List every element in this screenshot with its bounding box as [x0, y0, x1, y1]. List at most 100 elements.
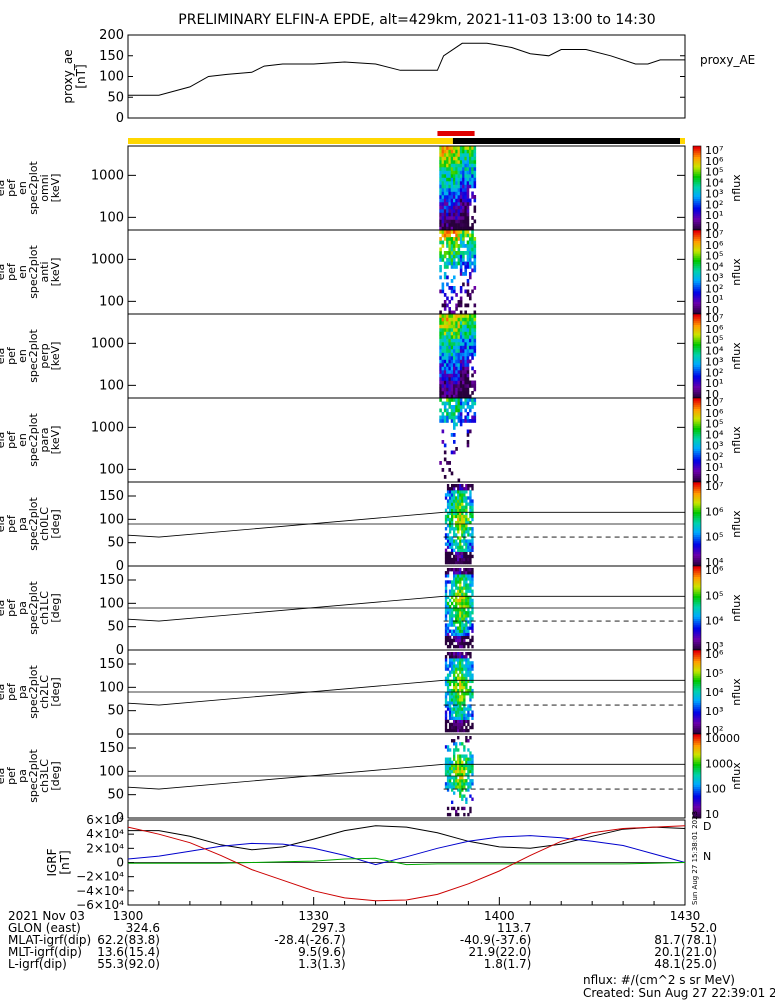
- pitch-angle-pixel: [450, 542, 454, 546]
- pitch-angle-pixel: [446, 499, 450, 503]
- pitch-angle-pixel: [457, 676, 460, 680]
- pitch-angle-pixel: [450, 629, 454, 633]
- spectrogram-pixel: [439, 387, 442, 392]
- spectrogram-pixel: [452, 310, 456, 315]
- spectrogram-pixel: [455, 324, 458, 329]
- pitch-angle-pixel: [463, 641, 466, 646]
- pitch-angle-pixel: [463, 580, 466, 584]
- colorbar-cell: [693, 433, 701, 437]
- pitch-angle-pixel: [463, 527, 466, 531]
- pitch-angle-pixel: [469, 539, 472, 543]
- pitch-angle-pixel: [444, 571, 448, 575]
- colorbar-cell: [693, 282, 701, 286]
- pitch-angle-pixel: [461, 742, 464, 746]
- spectrogram-pixel: [439, 363, 442, 367]
- pitch-angle-pixel: [465, 652, 468, 656]
- spectrogram-pixel: [462, 324, 465, 329]
- spectrogram-pixel: [473, 317, 477, 322]
- pitch-angle-pixel: [465, 560, 468, 565]
- spectrogram-pixel: [452, 289, 456, 294]
- spectrogram-pixel: [443, 331, 447, 336]
- colorbar-cell: [693, 773, 701, 777]
- colorbar-cell: [693, 710, 701, 714]
- spectrogram-pixel: [439, 216, 442, 220]
- spectrogram-pixel: [457, 146, 461, 150]
- pitch-angle-pixel: [455, 545, 458, 549]
- pitch-angle-pixel: [467, 769, 470, 774]
- spectrogram-pixel: [466, 251, 470, 255]
- spectrogram-pixel: [457, 223, 461, 227]
- pitch-angle-pixel: [463, 548, 466, 552]
- spectrogram-pixel: [455, 146, 458, 150]
- pitch-angle-pixel: [465, 583, 468, 587]
- igrf-series-line: [128, 857, 686, 866]
- spectrogram-pixel: [466, 226, 470, 231]
- colorbar-cell: [693, 259, 701, 262]
- spectrogram-pixel: [441, 195, 445, 199]
- pitch-angle-pixel: [469, 670, 472, 674]
- spectrogram-pixel: [457, 244, 461, 248]
- pitch-angle-pixel: [459, 539, 462, 543]
- colorbar-cell: [693, 687, 701, 691]
- spectrogram-pixel: [473, 244, 477, 248]
- spectrogram-pixel: [459, 408, 463, 413]
- spectrogram-pixel: [462, 223, 465, 227]
- colorbar-cell: [693, 484, 701, 487]
- pitch-angle-pixel: [465, 788, 468, 792]
- spectrogram-pixel: [446, 153, 449, 157]
- pitch-angle-pixel: [467, 614, 470, 618]
- proxy-ae-line: [128, 42, 685, 96]
- spectrogram-pixel: [457, 363, 461, 367]
- spectrogram-pixel: [448, 219, 452, 224]
- spectrogram-pixel: [471, 352, 474, 357]
- colorbar-cell: [693, 589, 701, 592]
- pitch-angle-pixel: [463, 505, 466, 509]
- pitch-angle-pixel: [455, 713, 458, 717]
- pitch-angle-pixel: [444, 583, 448, 587]
- pitch-angle-pixel: [469, 548, 472, 552]
- spectrogram-pixel: [446, 237, 449, 241]
- colorbar-cell: [693, 204, 701, 208]
- spectrogram-pixel: [443, 328, 447, 332]
- pitch-angle-pixel: [471, 499, 474, 503]
- spectrogram-pixel: [455, 174, 458, 178]
- pitch-angle-pixel: [444, 557, 448, 562]
- spectrogram-pixel: [455, 338, 458, 343]
- colorbar-label: nflux: [730, 510, 743, 538]
- spectrogram-pixel: [448, 191, 452, 196]
- pitch-angle-pixel: [446, 517, 450, 522]
- spectrogram-pixel: [452, 359, 456, 364]
- pitch-angle-pixel: [455, 620, 458, 624]
- colorbar-tick-label: 10⁴: [705, 261, 724, 274]
- spectrogram-pixel: [446, 401, 449, 406]
- spectrogram-pixel: [443, 156, 447, 161]
- pitch-angle-pixel: [457, 493, 460, 497]
- pitch-angle-pixel: [465, 692, 468, 696]
- spectrogram-pixel: [457, 216, 461, 220]
- pitch-angle-pixel: [467, 776, 470, 780]
- spectrogram-pixel: [446, 177, 449, 182]
- colorbar-cell: [693, 148, 701, 151]
- spectrogram-pixel: [464, 170, 467, 175]
- pitch-angle-pixel: [446, 806, 450, 811]
- pitch-angle-pixel: [461, 692, 464, 696]
- spectrogram-pixel: [452, 209, 456, 213]
- pitch-angle-pixel: [450, 641, 454, 646]
- pitch-angle-pixel: [463, 496, 466, 500]
- colorbar-cell: [693, 404, 701, 407]
- spectrogram-pixel: [448, 198, 452, 203]
- pitch-angle-pixel: [453, 554, 456, 559]
- spectrogram-pixel: [471, 324, 474, 329]
- pitch-angle-pixel: [457, 536, 460, 540]
- colorbar-cell: [693, 167, 701, 170]
- pitch-angle-pixel: [450, 698, 454, 702]
- pitch-angle-pixel: [459, 592, 462, 596]
- spectrogram-pixel: [468, 247, 472, 252]
- pitch-angle-pixel: [457, 520, 460, 525]
- spectrogram-pixel: [441, 202, 445, 206]
- colorbar-tick-label: 1000: [705, 757, 733, 770]
- pitch-angle-pixel: [461, 577, 464, 581]
- pitch-angle-pixel: [455, 611, 458, 615]
- pitch-angle-pixel: [448, 692, 452, 696]
- pitch-angle-pixel: [463, 707, 466, 711]
